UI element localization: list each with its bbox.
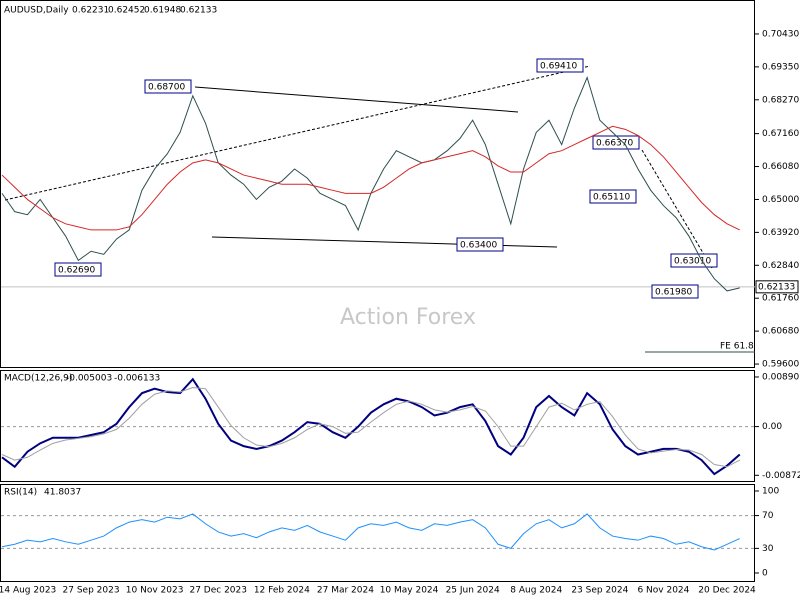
y-tick-label: 0.65000 xyxy=(762,195,799,205)
y-tick-label: -0.008729 xyxy=(762,471,800,481)
y-tick-label: 0.68270 xyxy=(762,95,799,105)
macd-readout: -0.006133 xyxy=(114,374,160,384)
watermark: Action Forex xyxy=(340,305,476,330)
y-tick-label: 0.008901 xyxy=(762,372,800,382)
price-label: 0.65110 xyxy=(593,193,630,203)
y-tick-label: 0.66080 xyxy=(762,162,799,172)
price-label-box xyxy=(456,237,504,252)
ohlc-value: 0.62231 xyxy=(72,6,109,16)
last-price: 0.62133 xyxy=(758,282,795,292)
series-line xyxy=(1,377,741,476)
macd-readout: -0.005003 xyxy=(66,374,112,384)
y-tick-label: 100 xyxy=(762,486,779,496)
y-tick-label: 0.67160 xyxy=(762,129,799,139)
x-tick-label: 25 Jun 2024 xyxy=(446,586,500,596)
price-label-box xyxy=(651,284,699,299)
price-label: 0.69410 xyxy=(540,62,577,72)
x-tick-label: 14 Aug 2023 xyxy=(0,586,56,596)
y-tick-label: 0.70430 xyxy=(762,29,799,39)
trendline xyxy=(641,149,713,269)
price-label: 0.68700 xyxy=(148,83,185,93)
y-tick-label: 0.62840 xyxy=(762,261,799,271)
y-tick-label: 0.61760 xyxy=(762,294,799,304)
trendline xyxy=(4,65,591,201)
price-label-box xyxy=(536,58,584,73)
series-line xyxy=(1,76,740,292)
rsi-title: RSI(14) xyxy=(4,488,37,498)
x-tick-label: 27 Dec 2023 xyxy=(189,586,247,596)
x-tick-label: 8 Aug 2024 xyxy=(510,586,562,596)
x-tick-label: 20 Dec 2024 xyxy=(698,586,756,596)
rsi-panel xyxy=(0,484,755,582)
price-label: 0.62690 xyxy=(58,266,95,276)
macd-title: MACD(12,26,9) xyxy=(4,374,72,384)
rsi-readout: 41.8037 xyxy=(44,488,81,498)
macd-panel xyxy=(0,370,755,482)
ohlc-value: 0.62133 xyxy=(180,6,217,16)
x-tick-label: 23 Sep 2024 xyxy=(571,586,628,596)
price-label-box xyxy=(589,189,637,204)
fe-label: FE 61.8 xyxy=(720,342,754,352)
x-tick-label: 12 Feb 2024 xyxy=(254,586,310,596)
y-tick-label: 0.69350 xyxy=(762,62,799,72)
y-tick-label: 0.60680 xyxy=(762,327,799,337)
y-tick-label: 0.00 xyxy=(762,422,782,432)
trendline xyxy=(194,86,519,113)
price-label-box xyxy=(144,79,192,94)
price-label: 0.66370 xyxy=(596,139,633,149)
y-tick-label: 0 xyxy=(762,568,768,578)
price-label-box xyxy=(54,262,102,277)
x-tick-label: 27 Sep 2023 xyxy=(63,586,120,596)
symbol: AUDUSD,Daily xyxy=(4,6,69,16)
price-label: 0.61980 xyxy=(655,288,692,298)
y-tick-label: 0.63920 xyxy=(762,228,799,238)
trendline xyxy=(211,236,558,248)
y-tick-label: 30 xyxy=(762,544,774,554)
y-tick-label: 0.59600 xyxy=(762,360,799,370)
price-label-box xyxy=(670,253,718,268)
x-tick-label: 6 Nov 2024 xyxy=(637,586,689,596)
price-label: 0.63010 xyxy=(674,257,711,267)
x-tick-label: 10 May 2024 xyxy=(380,586,439,596)
y-tick-label: 70 xyxy=(762,511,774,521)
series-line xyxy=(1,125,740,231)
series-line xyxy=(1,387,740,468)
ohlc-value: 0.61948 xyxy=(144,6,181,16)
x-tick-label: 10 Nov 2023 xyxy=(126,586,184,596)
last-price-box xyxy=(755,280,799,294)
series-line xyxy=(1,513,740,551)
ohlc-value: 0.62452 xyxy=(108,6,145,16)
price-panel xyxy=(0,0,755,368)
x-tick-label: 27 Mar 2024 xyxy=(317,586,374,596)
price-label: 0.63400 xyxy=(460,241,497,251)
